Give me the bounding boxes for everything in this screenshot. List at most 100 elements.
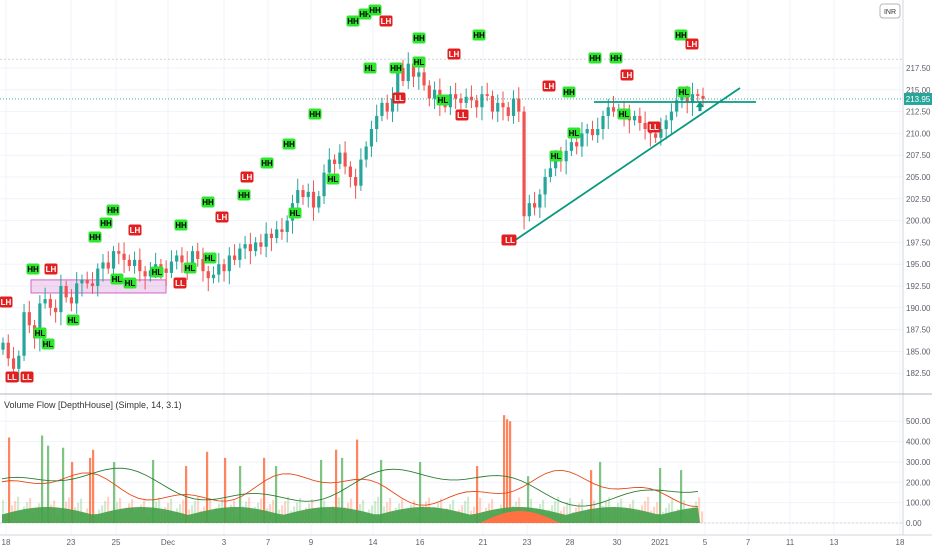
swing-marker-label: HL bbox=[414, 58, 425, 67]
candle bbox=[238, 243, 242, 268]
time-tick-label: 18 bbox=[896, 538, 905, 547]
swing-marker-label: HH bbox=[369, 6, 381, 15]
candle bbox=[69, 289, 74, 312]
swing-marker-label: LH bbox=[1, 298, 12, 307]
time-tick-label: 9 bbox=[309, 538, 314, 547]
swing-marker: LH bbox=[215, 211, 229, 223]
swing-marker-label: HH bbox=[309, 110, 321, 119]
candle bbox=[175, 250, 179, 270]
time-tick-label: 21 bbox=[479, 538, 488, 547]
candle bbox=[354, 168, 358, 199]
candle bbox=[490, 90, 495, 120]
swing-marker-label: HL bbox=[185, 264, 196, 273]
swing-marker: LH bbox=[542, 80, 556, 92]
currency-badge[interactable]: INR bbox=[879, 3, 901, 19]
candle bbox=[96, 263, 100, 297]
swing-marker: HH bbox=[282, 138, 296, 150]
candle bbox=[206, 265, 210, 292]
candle bbox=[417, 64, 421, 90]
swing-marker: LL bbox=[392, 92, 406, 104]
candle bbox=[496, 94, 500, 123]
candle bbox=[485, 82, 489, 102]
candle bbox=[511, 90, 516, 124]
price-tick-label: 197.50 bbox=[906, 238, 931, 247]
time-tick-label: 7 bbox=[746, 538, 751, 547]
swing-marker: LH bbox=[685, 38, 699, 50]
swing-marker-label: LH bbox=[381, 17, 392, 26]
indicator-title: Volume Flow [DepthHouse] (Simple, 14, 3.… bbox=[4, 400, 182, 410]
price-tick-label: 212.50 bbox=[906, 108, 931, 117]
candle bbox=[696, 88, 700, 102]
swing-marker-label: LH bbox=[217, 213, 228, 222]
time-tick-label: 23 bbox=[67, 538, 76, 547]
candle bbox=[506, 102, 510, 122]
swing-marker-label: HH bbox=[261, 159, 273, 168]
candle bbox=[690, 82, 695, 116]
time-tick-label: 25 bbox=[112, 538, 121, 547]
candle bbox=[1, 337, 5, 355]
swing-marker-label: HH bbox=[100, 219, 112, 228]
swing-marker: HH bbox=[472, 29, 486, 41]
indicator-tick-label: 0.00 bbox=[906, 519, 922, 528]
swing-marker: LL bbox=[503, 234, 517, 246]
candle bbox=[280, 217, 284, 240]
swing-marker: HH bbox=[237, 189, 251, 201]
swing-marker-label: LL bbox=[649, 123, 659, 132]
time-tick-label: 11 bbox=[786, 538, 795, 547]
candle bbox=[538, 189, 542, 218]
swing-marker: LH bbox=[379, 15, 393, 27]
swing-marker: HL bbox=[567, 127, 581, 139]
price-tick-label: 205.00 bbox=[906, 173, 931, 182]
candle bbox=[122, 242, 126, 273]
candle bbox=[606, 98, 610, 130]
indicator-tick-label: 300.00 bbox=[906, 458, 931, 467]
swing-marker: HL bbox=[33, 327, 47, 339]
candle bbox=[701, 87, 705, 107]
swing-marker-label: HL bbox=[365, 64, 376, 73]
candle bbox=[227, 247, 231, 285]
candle bbox=[385, 94, 389, 120]
volume-flow-bars bbox=[1, 415, 704, 523]
indicator-tick-label: 500.00 bbox=[906, 417, 931, 426]
up-arrow-icon bbox=[696, 101, 704, 112]
swing-marker: HH bbox=[389, 62, 403, 74]
candle bbox=[101, 254, 105, 282]
candle bbox=[211, 266, 216, 284]
candle bbox=[590, 120, 595, 141]
candle bbox=[75, 272, 79, 314]
candle bbox=[243, 235, 247, 259]
candle bbox=[17, 350, 21, 382]
candle bbox=[317, 190, 321, 213]
swing-marker-label: LL bbox=[175, 279, 185, 288]
candle bbox=[285, 215, 289, 243]
candle bbox=[501, 91, 505, 121]
candle bbox=[390, 87, 395, 123]
candle bbox=[632, 110, 637, 126]
price-tick-label: 207.50 bbox=[906, 151, 931, 160]
candle bbox=[664, 115, 668, 140]
indicator-pane: Volume Flow [DepthHouse] (Simple, 14, 3.… bbox=[1, 400, 704, 523]
candle bbox=[369, 120, 374, 157]
candle bbox=[59, 274, 63, 326]
candle bbox=[27, 300, 31, 334]
swing-marker: HH bbox=[201, 196, 215, 208]
swing-marker-label: HH bbox=[563, 88, 575, 97]
time-tick-label: 5 bbox=[703, 538, 708, 547]
candle bbox=[480, 85, 484, 121]
price-tick-label: 202.50 bbox=[906, 195, 931, 204]
swing-marker: LH bbox=[240, 171, 254, 183]
candle bbox=[532, 191, 537, 216]
swing-marker: HL bbox=[363, 62, 377, 74]
candle bbox=[80, 274, 84, 297]
candle bbox=[232, 244, 237, 266]
candle bbox=[406, 52, 410, 89]
swing-marker-label: HH bbox=[347, 17, 359, 26]
swing-marker-label: HL bbox=[679, 88, 690, 97]
swing-marker: HH bbox=[106, 204, 120, 216]
time-tick-label: 14 bbox=[369, 538, 378, 547]
price-tick-label: 182.50 bbox=[906, 369, 931, 378]
candle bbox=[432, 81, 437, 109]
swing-marker-label: HL bbox=[125, 279, 136, 288]
